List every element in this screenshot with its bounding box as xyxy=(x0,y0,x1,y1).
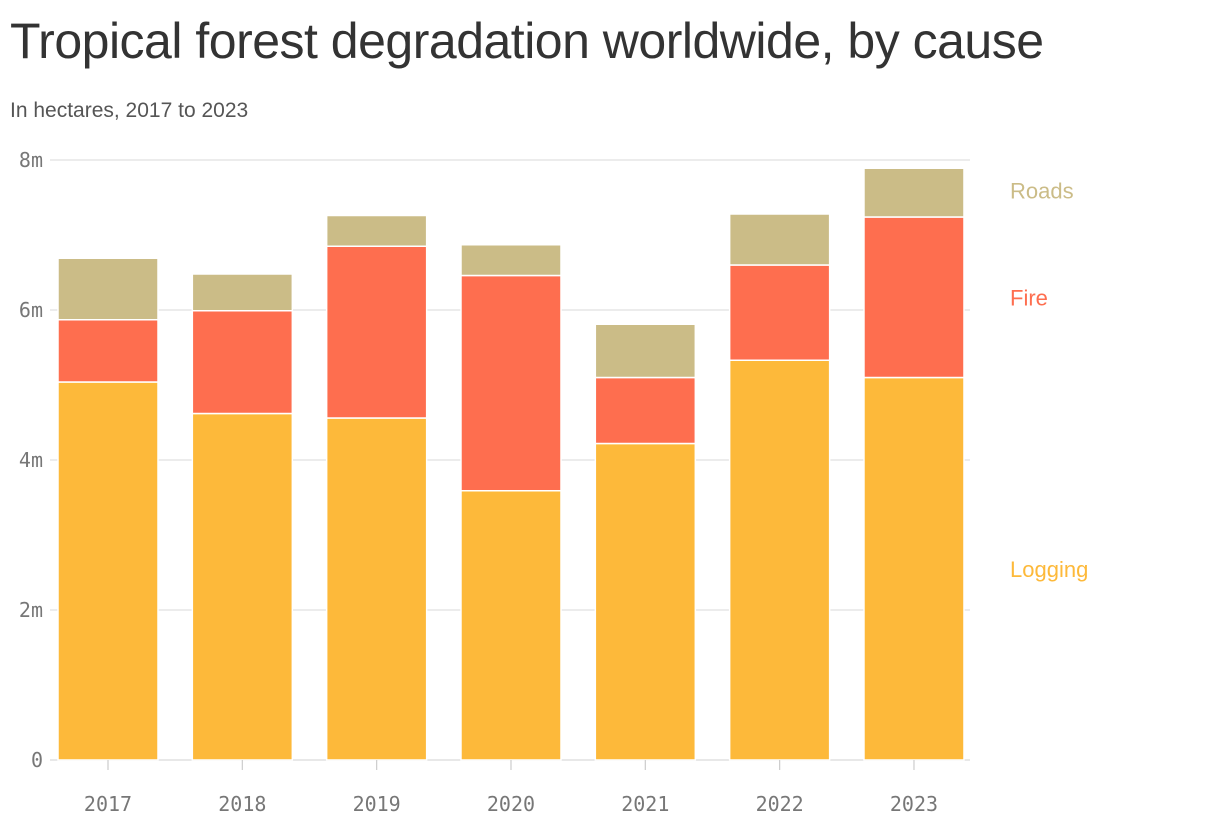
x-tick-label: 2021 xyxy=(621,792,669,816)
bar-segment-roads xyxy=(594,323,697,379)
bar-segment-fire xyxy=(460,274,562,492)
bar-segment-roads xyxy=(325,214,428,247)
bar-segment-fire xyxy=(594,376,697,445)
chart-title: Tropical forest degradation worldwide, b… xyxy=(10,13,1044,69)
x-tick-label: 2020 xyxy=(487,792,535,816)
bar-segment-fire xyxy=(728,264,831,361)
bar-segment-roads xyxy=(460,244,562,277)
x-tick-label: 2018 xyxy=(218,792,266,816)
y-tick-label: 2m xyxy=(19,598,43,622)
x-axis: 2017 2018 2019 2020 2021 2022 2023 xyxy=(84,760,938,816)
bar-segment-roads xyxy=(728,213,831,266)
bar-segment-roads xyxy=(57,257,159,321)
bar-segment-logging xyxy=(460,490,562,761)
y-tick-label: 4m xyxy=(19,448,43,472)
chart-subtitle: In hectares, 2017 to 2023 xyxy=(10,99,249,122)
bar-segment-logging xyxy=(863,376,965,761)
y-axis-ticks: 0 2m 4m 6m 8m xyxy=(19,148,43,772)
x-tick-label: 2023 xyxy=(890,792,938,816)
bar-segment-roads xyxy=(863,167,965,218)
bar-segment-fire xyxy=(191,310,294,415)
bar-segment-logging xyxy=(57,381,159,761)
bars xyxy=(57,167,965,761)
bar-segment-fire xyxy=(325,245,428,419)
legend-label-logging: Logging xyxy=(1010,557,1088,582)
legend: Logging Fire Roads xyxy=(1010,178,1088,582)
x-tick-label: 2017 xyxy=(84,792,132,816)
y-tick-label: 6m xyxy=(19,298,43,322)
y-tick-label: 8m xyxy=(19,148,43,172)
y-tick-label: 0 xyxy=(31,748,43,772)
bar-segment-logging xyxy=(325,417,428,761)
legend-label-fire: Fire xyxy=(1010,285,1048,310)
x-tick-label: 2019 xyxy=(353,792,401,816)
bar-segment-logging xyxy=(191,412,294,761)
bar-segment-fire xyxy=(57,319,159,383)
x-tick-label: 2022 xyxy=(756,792,804,816)
bar-segment-roads xyxy=(191,273,294,312)
bar-segment-logging xyxy=(728,359,831,761)
legend-label-roads: Roads xyxy=(1010,178,1074,203)
bar-segment-logging xyxy=(594,442,697,761)
bar-segment-fire xyxy=(863,216,965,379)
